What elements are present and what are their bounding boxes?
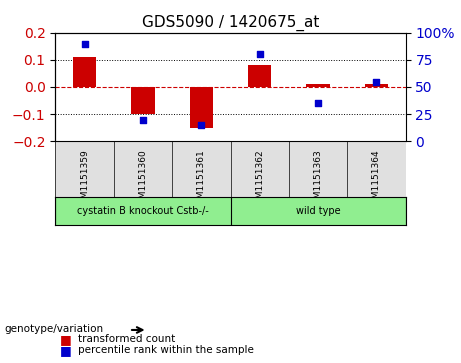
Text: transformed count: transformed count (78, 334, 176, 344)
Text: GSM1151364: GSM1151364 (372, 150, 381, 210)
Bar (73, 57, 96, 87)
Point (198, 122, 205, 128)
Text: wild type: wild type (296, 206, 340, 216)
Text: ■: ■ (60, 344, 71, 357)
Text: percentile rank within the sample: percentile rank within the sample (78, 345, 254, 355)
Text: genotype/variation: genotype/variation (5, 323, 104, 334)
Point (81, 41, 88, 46)
Text: GSM1151363: GSM1151363 (313, 150, 323, 211)
Bar (307, 84, 330, 87)
Text: ■: ■ (60, 333, 71, 346)
Text: GSM1151359: GSM1151359 (80, 150, 89, 211)
Point (373, 79, 380, 85)
Text: GSM1151361: GSM1151361 (197, 150, 206, 211)
Point (256, 52, 263, 57)
Text: GSM1151362: GSM1151362 (255, 150, 264, 210)
Bar (189, 87, 213, 128)
Point (314, 100, 322, 106)
Bar (365, 84, 388, 87)
Bar (131, 87, 154, 114)
Text: GSM1151360: GSM1151360 (138, 150, 148, 211)
Title: GDS5090 / 1420675_at: GDS5090 / 1420675_at (142, 15, 319, 31)
Point (139, 117, 147, 122)
Text: cystatin B knockout Cstb-/-: cystatin B knockout Cstb-/- (77, 206, 209, 216)
Bar (248, 65, 272, 87)
